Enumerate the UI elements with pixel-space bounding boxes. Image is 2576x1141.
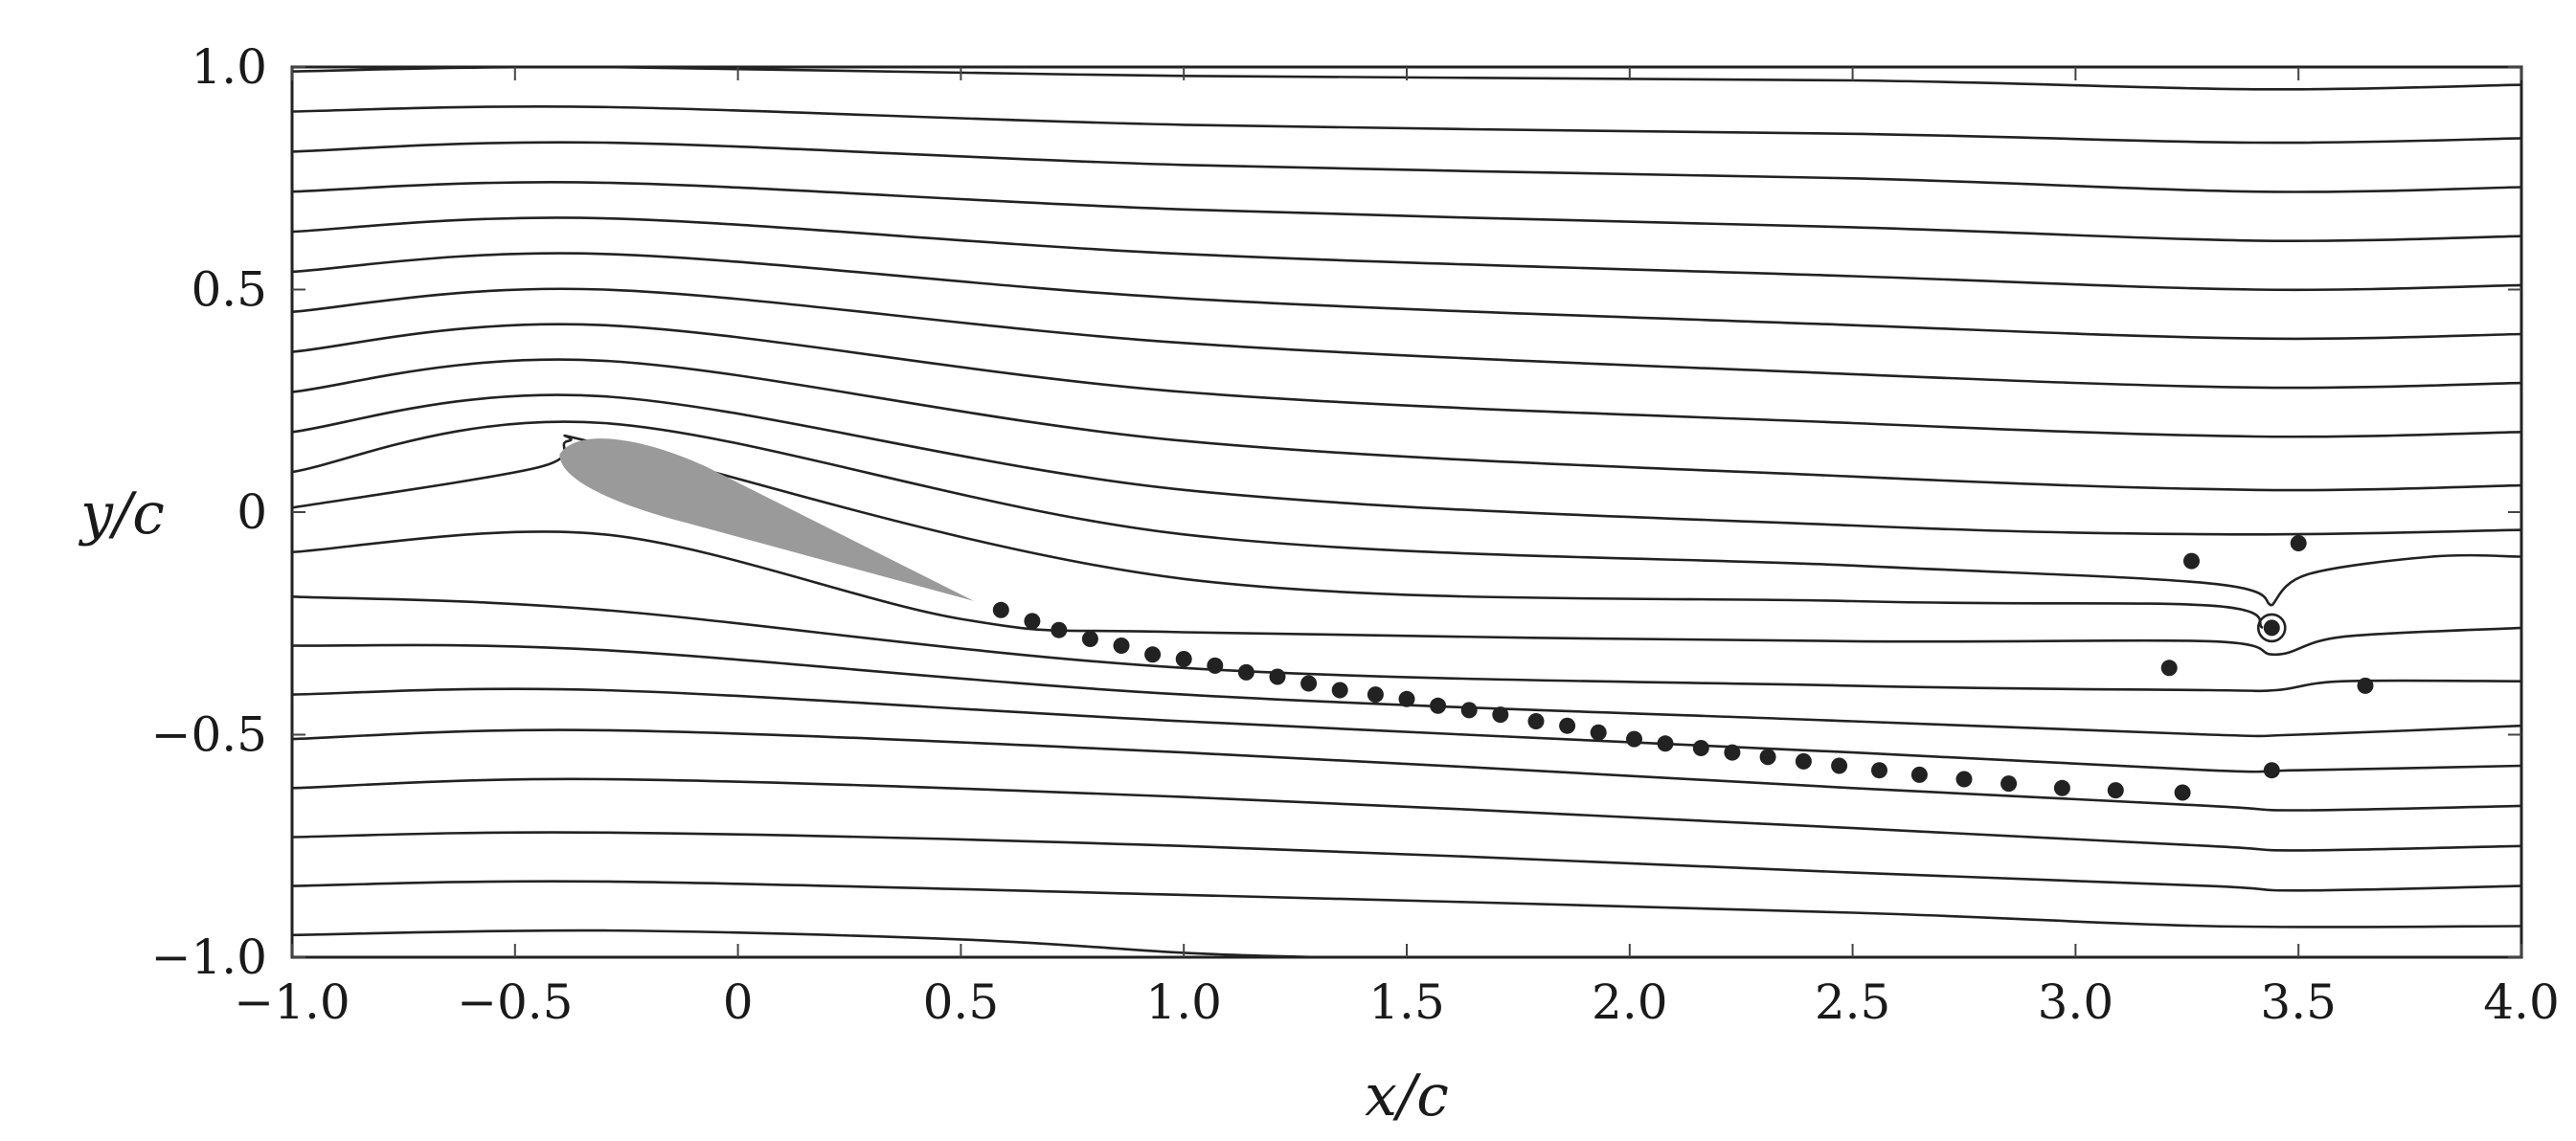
vortex-point [1492, 706, 1509, 724]
vortex-point [2183, 552, 2200, 570]
y-tick-label: −0.5 [151, 707, 267, 763]
vortex-point [1831, 757, 1848, 774]
streamline [291, 252, 2522, 341]
vortex-point [1207, 657, 1224, 674]
streamline [291, 831, 2522, 892]
x-tick-label: 1.5 [1368, 974, 1445, 1030]
x-tick-label: 0.5 [923, 974, 1000, 1030]
vortex-point [992, 601, 1009, 618]
vortex-point [1657, 735, 1674, 752]
streamline [291, 928, 1318, 959]
streamline [291, 323, 2522, 438]
axis-ticks [291, 66, 2522, 958]
x-tick-label: 0 [723, 974, 754, 1030]
vortex-point [1724, 744, 1741, 761]
vortex-point [1175, 651, 1192, 667]
x-tick-label: −0.5 [457, 974, 573, 1030]
vortex-point [2174, 784, 2191, 801]
vortex-point [1759, 749, 1776, 766]
streamline [291, 880, 2522, 928]
x-tick-label: −1.0 [234, 974, 350, 1030]
vortex-point [1081, 631, 1098, 647]
vortex-point [2263, 762, 2280, 779]
streamline [291, 141, 2522, 193]
vortex-point [1113, 638, 1130, 654]
streamline [291, 181, 2522, 242]
streamline [291, 530, 2522, 657]
x-tick-label: 3.5 [2260, 974, 2337, 1030]
vortex-loop [2256, 613, 2287, 643]
vortex-point [1626, 730, 1642, 748]
y-axis-label: y/c [78, 481, 165, 548]
axis-tick-labels: −1.0 −0.5 0 0.5 1.0 1.5 2.0 2.5 3.0 3.5 4.0 1.0 0.5 0… [151, 39, 2560, 1030]
vortex-point [2160, 660, 2178, 677]
vortex-point [1237, 663, 1254, 681]
vortex-point [1559, 717, 1576, 734]
vortex-points [992, 535, 2374, 801]
vortex-point [1024, 613, 1041, 630]
vortex-point [1590, 724, 1607, 741]
vortex-point [1692, 740, 1709, 756]
vortex-point [1871, 762, 1887, 779]
vortex-point [1144, 646, 1162, 663]
vortex-point [2107, 782, 2124, 799]
vortex-point [1051, 621, 1068, 638]
vortex-point [2290, 535, 2307, 551]
streamline [2271, 553, 2522, 607]
streamline [291, 643, 2522, 738]
x-axis-label: x/c [1365, 1063, 1449, 1130]
streamline [291, 728, 2522, 812]
y-tick-label: 1.0 [191, 39, 267, 95]
streamline [291, 104, 2522, 145]
x-tick-label: 3.0 [2038, 974, 2114, 1030]
vortex-point [1269, 668, 1286, 685]
streamline [291, 595, 2522, 693]
streamlines [291, 65, 2522, 959]
vortex-point [1910, 766, 1928, 783]
x-tick-label: 2.5 [1815, 974, 1891, 1030]
airfoil-layer [559, 438, 975, 602]
streamline [291, 287, 2522, 390]
streamline [291, 393, 2522, 536]
vortex-point [1300, 675, 1318, 692]
vortex-point [2000, 775, 2018, 793]
vortex-point [1367, 686, 1384, 704]
x-tick-label: 2.0 [1592, 974, 1668, 1030]
vortex-point [2263, 619, 2280, 637]
y-tick-label: 0.5 [191, 262, 267, 318]
y-tick-label: −1.0 [151, 929, 267, 985]
vortex-point [1955, 771, 1973, 788]
vortex-point [1460, 702, 1478, 719]
streamline [291, 420, 2272, 607]
airfoil [559, 438, 975, 602]
plot-frame [290, 65, 2523, 959]
vortex-point [1527, 713, 1545, 729]
vortex-point [2053, 779, 2070, 796]
vortex-point [1331, 682, 1348, 699]
x-tick-label: 1.0 [1145, 974, 1222, 1030]
y-tick-label: 0 [237, 484, 267, 540]
x-tick-label: 4.0 [2483, 974, 2560, 1030]
streamline [291, 358, 2522, 492]
vortex-point [1795, 752, 1812, 770]
vortex-point [1430, 697, 1447, 714]
vortex-point [2357, 677, 2374, 694]
vortex-point [1398, 690, 1415, 707]
streamline [291, 777, 2522, 852]
streamline [291, 216, 2522, 292]
